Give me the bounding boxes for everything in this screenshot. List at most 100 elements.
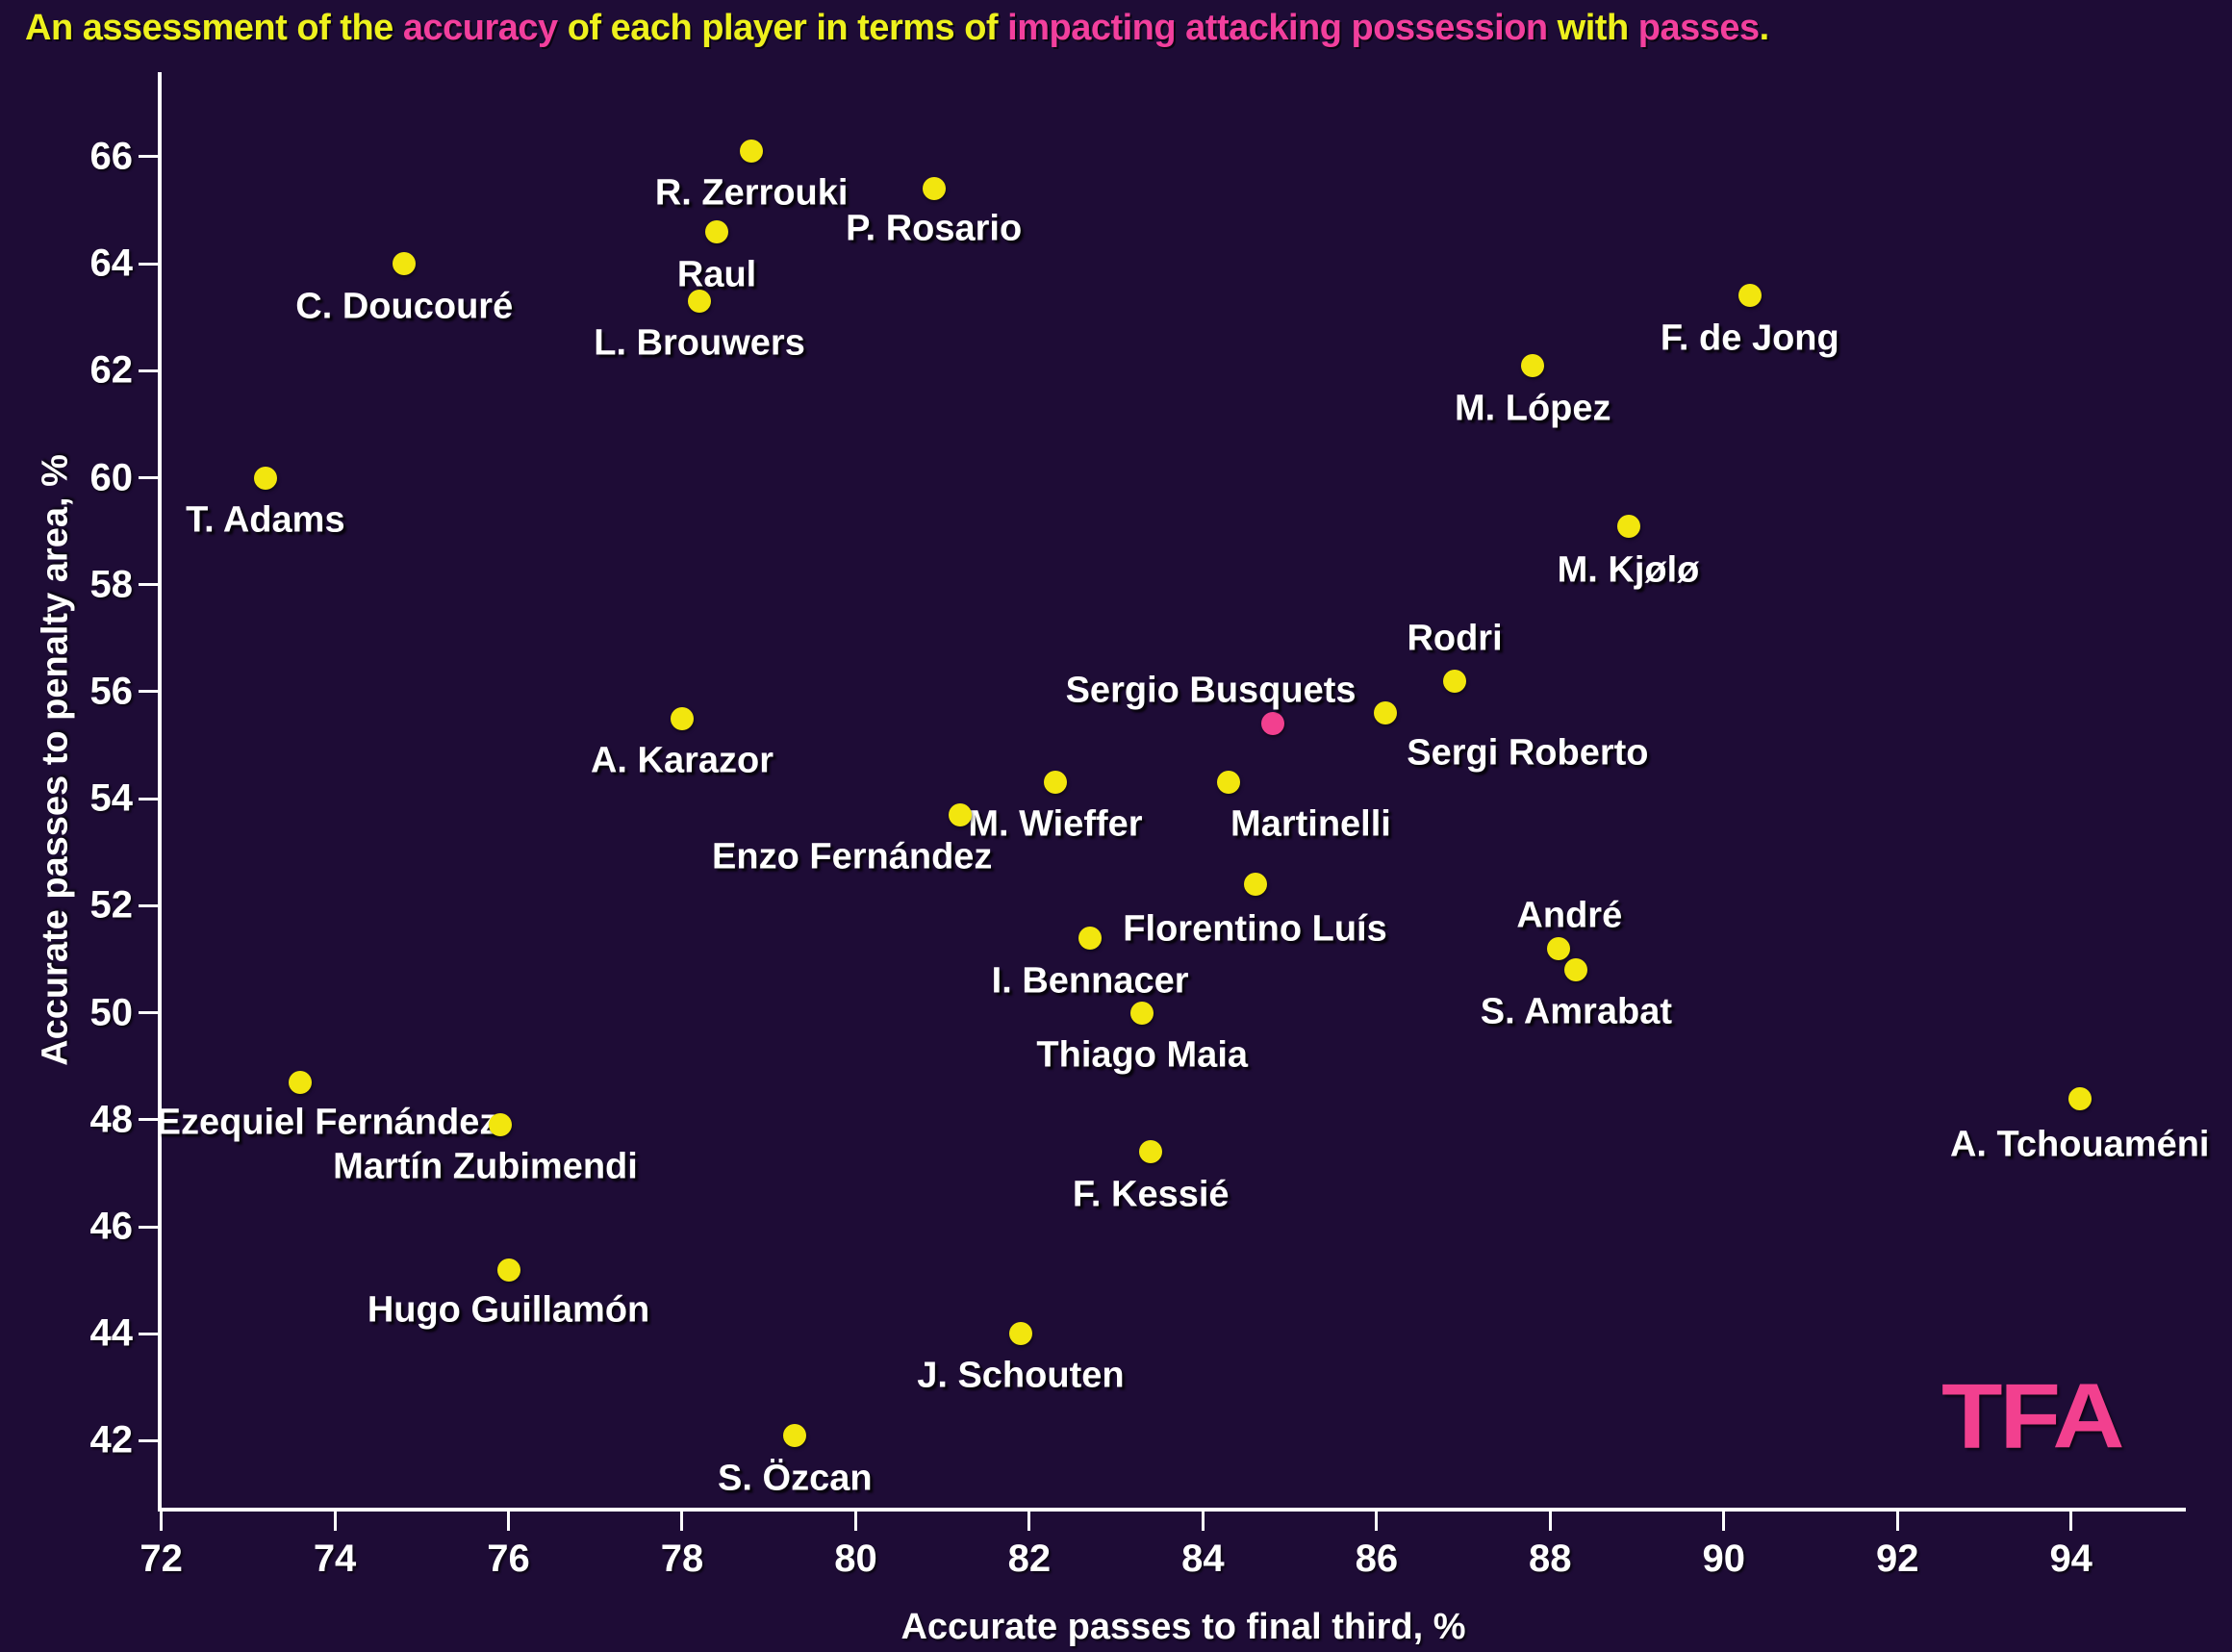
x-tick-label: 92: [1875, 1538, 1919, 1580]
point-label: A. Karazor: [590, 740, 774, 781]
data-point-dot: [496, 1258, 520, 1282]
data-point-dot: [1521, 353, 1545, 377]
y-tick-mark: [139, 1011, 158, 1015]
y-tick-label: 48: [89, 1098, 134, 1141]
point-label: M. Wieffer: [968, 803, 1143, 845]
data-point-dot: [1130, 1001, 1154, 1025]
data-point-dot: [1547, 936, 1571, 960]
y-tick-mark: [139, 797, 158, 801]
point-label: Florentino Luís: [1123, 908, 1387, 950]
x-tick-label: 94: [2049, 1538, 2092, 1580]
data-point-dot: [670, 706, 694, 730]
y-tick-label: 46: [89, 1205, 134, 1248]
title-segment: with: [1547, 8, 1638, 48]
y-tick-mark: [139, 369, 158, 372]
data-point-dot: [1373, 701, 1397, 725]
data-point-dot: [488, 1113, 512, 1137]
y-tick-mark: [139, 1438, 158, 1442]
point-label: M. López: [1454, 388, 1611, 429]
x-tick-label: 86: [1355, 1538, 1399, 1580]
x-tick-mark: [2069, 1512, 2073, 1531]
point-label: P. Rosario: [846, 208, 1023, 249]
point-label: J. Schouten: [917, 1355, 1125, 1396]
y-tick-mark: [139, 476, 158, 480]
y-axis-line: [158, 72, 162, 1512]
x-tick-label: 76: [487, 1538, 530, 1580]
x-tick-mark: [1027, 1512, 1031, 1531]
point-label: Martín Zubimendi: [333, 1146, 638, 1187]
data-point-dot: [1078, 926, 1103, 950]
x-tick-mark: [1201, 1512, 1205, 1531]
data-point-dot: [1008, 1322, 1032, 1346]
y-tick-label: 58: [89, 563, 134, 606]
point-label: R. Zerrouki: [654, 172, 849, 214]
x-tick-label: 90: [1702, 1538, 1746, 1580]
y-tick-mark: [139, 155, 158, 159]
point-label: Ezequiel Fernández: [156, 1102, 498, 1143]
point-label: F. de Jong: [1660, 318, 1839, 359]
y-tick-label: 50: [89, 991, 134, 1034]
point-label: Sergi Roberto: [1407, 732, 1649, 774]
data-point-dot: [1139, 1140, 1163, 1164]
x-tick-mark: [1895, 1512, 1899, 1531]
x-tick-mark: [680, 1512, 684, 1531]
x-tick-mark: [160, 1512, 164, 1531]
x-tick-mark: [333, 1512, 337, 1531]
y-tick-label: 52: [89, 883, 134, 927]
x-tick-label: 78: [660, 1538, 704, 1580]
data-point-dot: [705, 219, 729, 243]
y-tick-label: 62: [89, 348, 134, 392]
x-axis-title: Accurate passes to final third, %: [900, 1607, 1466, 1647]
x-tick-label: 80: [834, 1538, 877, 1580]
x-tick-mark: [1722, 1512, 1726, 1531]
data-point-dot: [740, 140, 764, 164]
data-point-dot: [1616, 514, 1640, 538]
point-label: C. Doucouré: [295, 286, 514, 327]
point-label: S. Amrabat: [1480, 991, 1672, 1032]
x-tick-mark: [853, 1512, 857, 1531]
point-label: M. Kjølø: [1557, 549, 1700, 591]
data-point-dot: [1043, 771, 1067, 795]
y-tick-mark: [139, 262, 158, 266]
x-tick-label: 88: [1529, 1538, 1572, 1580]
data-point-dot: [688, 290, 712, 313]
y-tick-mark: [139, 1225, 158, 1229]
tfa-logo: TFA: [1941, 1364, 2124, 1468]
x-tick-label: 82: [1007, 1538, 1052, 1580]
point-label: I. Bennacer: [991, 960, 1189, 1002]
point-label: Raul: [676, 254, 757, 295]
data-point-dot: [1443, 669, 1467, 693]
point-label: Hugo Guillamón: [367, 1289, 650, 1331]
y-axis-title: Accurate passes to penalty area, %: [35, 454, 76, 1066]
y-tick-label: 64: [89, 241, 134, 285]
y-tick-label: 44: [89, 1311, 134, 1355]
y-tick-mark: [139, 1118, 158, 1122]
data-point-dot: [922, 177, 946, 201]
point-label: Rodri: [1407, 618, 1503, 659]
x-tick-mark: [1548, 1512, 1552, 1531]
data-point-dot: [1260, 712, 1284, 736]
point-label: F. Kessié: [1072, 1174, 1230, 1215]
title-segment: accuracy: [402, 8, 558, 48]
point-label: Martinelli: [1230, 803, 1391, 845]
point-label: Thiago Maia: [1036, 1034, 1249, 1076]
chart-title: An assessment of the accuracy of each pl…: [25, 8, 1769, 49]
data-point-dot: [1737, 284, 1762, 308]
y-tick-label: 56: [89, 670, 134, 713]
y-tick-label: 42: [89, 1418, 134, 1461]
y-tick-label: 66: [89, 135, 134, 178]
x-tick-mark: [507, 1512, 511, 1531]
point-label: L. Brouwers: [594, 322, 805, 364]
data-point-dot: [1564, 958, 1588, 982]
x-tick-mark: [1375, 1512, 1379, 1531]
y-tick-mark: [139, 690, 158, 694]
x-tick-label: 72: [140, 1538, 183, 1580]
y-tick-mark: [139, 1332, 158, 1335]
point-label: A. Tchouaméni: [1949, 1124, 2210, 1165]
data-point-dot: [1243, 873, 1267, 897]
data-point-dot: [393, 252, 417, 276]
title-segment: of each player in terms of: [557, 8, 1008, 48]
data-point-dot: [288, 1070, 312, 1094]
title-segment: An assessment of the: [25, 8, 403, 48]
